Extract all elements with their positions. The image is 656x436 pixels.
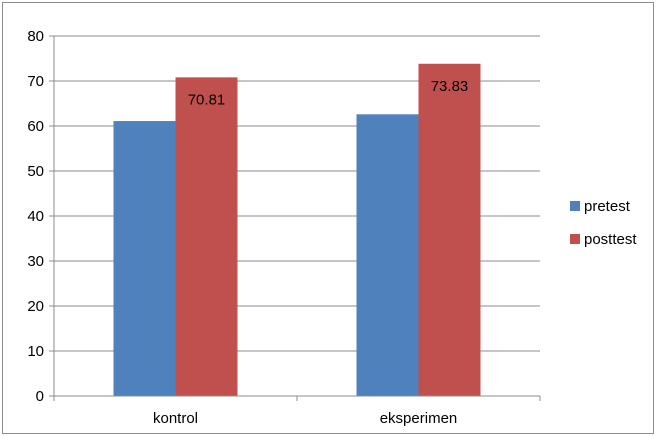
bar-chart: 0 10 20 30 40 50 60 70 80 70.81 73.83 kontrol eksp… bbox=[27, 28, 637, 427]
y-tick-label: 80 bbox=[27, 28, 44, 45]
legend-swatch-posttest bbox=[570, 234, 580, 244]
legend-label: pretest bbox=[584, 198, 631, 215]
data-label: 73.83 bbox=[431, 78, 469, 95]
x-axis: kontrol eksperimen bbox=[53, 395, 541, 427]
bar-posttest-kontrol bbox=[175, 77, 238, 396]
bar-posttest-eksperimen bbox=[418, 63, 481, 396]
legend-label: posttest bbox=[584, 231, 637, 248]
y-tick-label: 10 bbox=[27, 343, 44, 360]
y-tick-label: 60 bbox=[27, 118, 44, 135]
x-category-label: kontrol bbox=[153, 410, 198, 427]
bar-pretest-eksperimen bbox=[356, 114, 419, 397]
bar-pretest-kontrol bbox=[113, 121, 176, 397]
y-tick-label: 70 bbox=[27, 73, 44, 90]
legend-swatch-pretest bbox=[570, 201, 580, 211]
y-tick-label: 20 bbox=[27, 298, 44, 315]
y-tick-label: 0 bbox=[36, 388, 44, 405]
legend: pretest posttest bbox=[570, 198, 637, 248]
y-tick-label: 40 bbox=[27, 208, 44, 225]
x-category-label: eksperimen bbox=[380, 410, 458, 427]
y-axis: 0 10 20 30 40 50 60 70 80 bbox=[27, 28, 55, 405]
bars: 70.81 73.83 bbox=[113, 63, 481, 397]
data-label: 70.81 bbox=[188, 91, 226, 108]
y-tick-label: 30 bbox=[27, 253, 44, 270]
y-tick-label: 50 bbox=[27, 163, 44, 180]
